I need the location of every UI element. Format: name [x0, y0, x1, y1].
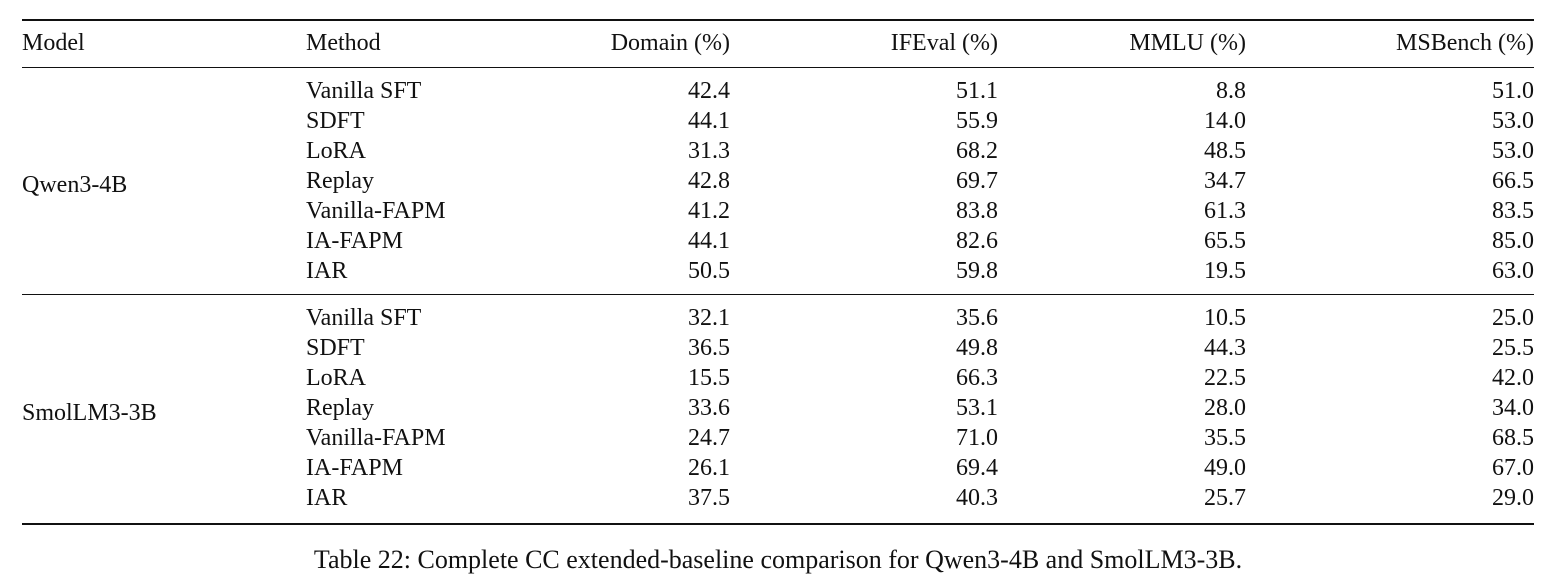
table-row: SDFT 36.5 49.8 44.3 25.5 — [22, 333, 1534, 363]
model-name-cell: Qwen3-4B — [22, 172, 128, 198]
msbench-cell: 34.0 — [1492, 395, 1534, 421]
domain-cell: 26.1 — [688, 455, 730, 481]
method-cell: Replay — [306, 168, 374, 194]
domain-cell: 33.6 — [688, 395, 730, 421]
group-qwen3-4b: Qwen3-4B Vanilla SFT 42.4 51.1 8.8 51.0 … — [22, 68, 1534, 295]
msbench-cell: 66.5 — [1492, 168, 1534, 194]
results-table-container: Model Method Domain (%) IFEval (%) MMLU … — [22, 19, 1534, 525]
ifeval-cell: 53.1 — [956, 395, 998, 421]
table-row: SmolLM3-3B Vanilla SFT 32.1 35.6 10.5 25… — [22, 295, 1534, 426]
method-cell: IAR — [306, 485, 348, 511]
ifeval-cell: 49.8 — [956, 335, 998, 361]
mmlu-cell: 44.3 — [1204, 335, 1246, 361]
ifeval-cell: 51.1 — [956, 78, 998, 104]
method-cell: SDFT — [306, 108, 365, 134]
domain-cell: 44.1 — [688, 108, 730, 134]
domain-cell: 37.5 — [688, 485, 730, 511]
domain-cell: 42.8 — [688, 168, 730, 194]
table-header: Model Method Domain (%) IFEval (%) MMLU … — [22, 20, 1534, 68]
msbench-cell: 53.0 — [1492, 138, 1534, 164]
msbench-cell: 51.0 — [1492, 78, 1534, 104]
table-row: Replay 33.6 53.1 28.0 34.0 — [22, 393, 1534, 423]
ifeval-cell: 35.6 — [956, 305, 998, 331]
msbench-cell: 29.0 — [1492, 485, 1534, 511]
header-row: Model Method Domain (%) IFEval (%) MMLU … — [22, 20, 1534, 68]
ifeval-cell: 69.7 — [956, 168, 998, 194]
header-model: Model — [22, 30, 85, 56]
mmlu-cell: 14.0 — [1204, 108, 1246, 134]
table-row: Vanilla-FAPM 24.7 71.0 35.5 68.5 — [22, 423, 1534, 453]
method-cell: IAR — [306, 258, 348, 284]
method-cell: IA-FAPM — [306, 455, 403, 481]
domain-cell: 15.5 — [688, 365, 730, 391]
header-msbench: MSBench (%) — [1396, 30, 1534, 56]
table-row: LoRA 15.5 66.3 22.5 42.0 — [22, 363, 1534, 393]
msbench-cell: 42.0 — [1492, 365, 1534, 391]
mmlu-cell: 48.5 — [1204, 138, 1246, 164]
ifeval-cell: 69.4 — [956, 455, 998, 481]
method-cell: Vanilla SFT — [306, 305, 422, 331]
header-domain: Domain (%) — [610, 30, 730, 56]
mmlu-cell: 34.7 — [1204, 168, 1246, 194]
domain-cell: 36.5 — [688, 335, 730, 361]
domain-cell: 42.4 — [688, 78, 730, 104]
ifeval-cell: 68.2 — [956, 138, 998, 164]
msbench-cell: 25.0 — [1492, 305, 1534, 331]
table-row: SDFT 44.1 55.9 14.0 53.0 — [22, 106, 1534, 136]
ifeval-cell: 55.9 — [956, 108, 998, 134]
table-row: Replay 42.8 69.7 34.7 66.5 — [22, 166, 1534, 196]
table-row: IAR 37.5 40.3 25.7 29.0 — [22, 483, 1534, 524]
mmlu-cell: 22.5 — [1204, 365, 1246, 391]
table-row: LoRA 31.3 68.2 48.5 53.0 — [22, 136, 1534, 166]
mmlu-cell: 61.3 — [1204, 198, 1246, 224]
method-cell: SDFT — [306, 335, 365, 361]
method-cell: IA-FAPM — [306, 228, 403, 254]
msbench-cell: 25.5 — [1492, 335, 1534, 361]
mmlu-cell: 65.5 — [1204, 228, 1246, 254]
msbench-cell: 53.0 — [1492, 108, 1534, 134]
table-row: IA-FAPM 26.1 69.4 49.0 67.0 — [22, 453, 1534, 483]
table-row: Vanilla-FAPM 41.2 83.8 61.3 83.5 — [22, 196, 1534, 226]
results-table: Model Method Domain (%) IFEval (%) MMLU … — [22, 19, 1534, 525]
msbench-cell: 83.5 — [1492, 198, 1534, 224]
method-cell: Vanilla-FAPM — [306, 425, 446, 451]
header-mmlu: MMLU (%) — [1129, 30, 1246, 56]
table-row: IA-FAPM 44.1 82.6 65.5 85.0 — [22, 226, 1534, 256]
domain-cell: 44.1 — [688, 228, 730, 254]
table-row: Qwen3-4B Vanilla SFT 42.4 51.1 8.8 51.0 — [22, 68, 1534, 198]
mmlu-cell: 25.7 — [1204, 485, 1246, 511]
model-name-cell: SmolLM3-3B — [22, 400, 157, 426]
domain-cell: 41.2 — [688, 198, 730, 224]
mmlu-cell: 19.5 — [1204, 258, 1246, 284]
ifeval-cell: 71.0 — [956, 425, 998, 451]
method-cell: Replay — [306, 395, 374, 421]
method-cell: LoRA — [306, 365, 366, 391]
msbench-cell: 85.0 — [1492, 228, 1534, 254]
table-row: IAR 50.5 59.8 19.5 63.0 — [22, 256, 1534, 295]
method-cell: Vanilla SFT — [306, 78, 422, 104]
msbench-cell: 68.5 — [1492, 425, 1534, 451]
mmlu-cell: 35.5 — [1204, 425, 1246, 451]
domain-cell: 31.3 — [688, 138, 730, 164]
method-cell: LoRA — [306, 138, 366, 164]
method-cell: Vanilla-FAPM — [306, 198, 446, 224]
mmlu-cell: 28.0 — [1204, 395, 1246, 421]
ifeval-cell: 82.6 — [956, 228, 998, 254]
mmlu-cell: 49.0 — [1204, 455, 1246, 481]
header-ifeval: IFEval (%) — [890, 30, 998, 56]
domain-cell: 32.1 — [688, 305, 730, 331]
table-caption: Table 22: Complete CC extended-baseline … — [313, 545, 1243, 574]
mmlu-cell: 8.8 — [1216, 78, 1246, 104]
msbench-cell: 67.0 — [1492, 455, 1534, 481]
ifeval-cell: 59.8 — [956, 258, 998, 284]
group-smollm3-3b: SmolLM3-3B Vanilla SFT 32.1 35.6 10.5 25… — [22, 294, 1534, 524]
ifeval-cell: 40.3 — [956, 485, 998, 511]
mmlu-cell: 10.5 — [1204, 305, 1246, 331]
header-method: Method — [306, 30, 381, 56]
ifeval-cell: 66.3 — [956, 365, 998, 391]
ifeval-cell: 83.8 — [956, 198, 998, 224]
msbench-cell: 63.0 — [1492, 258, 1534, 284]
domain-cell: 24.7 — [688, 425, 730, 451]
domain-cell: 50.5 — [688, 258, 730, 284]
